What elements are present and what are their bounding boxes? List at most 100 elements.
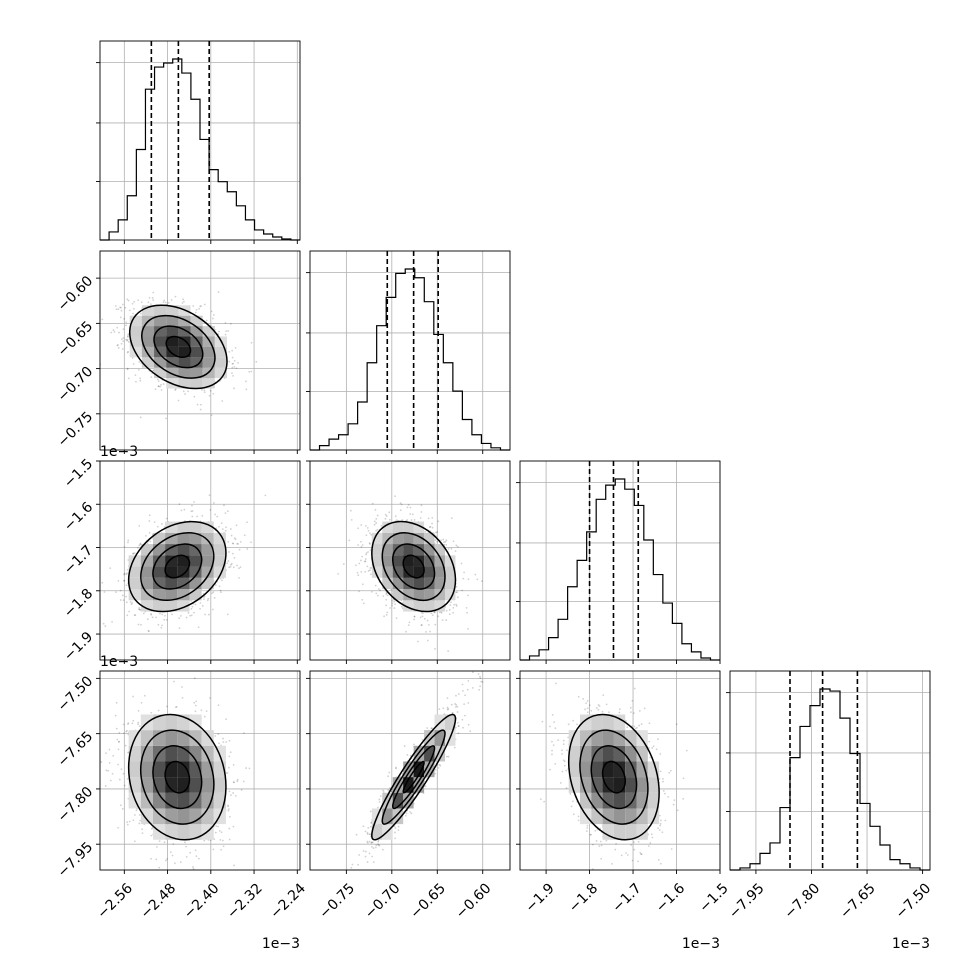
scatter-point [122,328,125,331]
scatter-point [156,378,159,381]
scatter-point [122,337,125,339]
contour-level-1 [152,543,203,590]
scatter-point [148,531,151,534]
scatter-point [428,623,430,626]
scatter-point [126,778,129,780]
scatter-point [394,603,396,605]
scatter-point [203,598,205,601]
scatter-point [230,562,233,565]
scatter-point [171,854,174,857]
scatter-point [354,564,357,567]
scatter-point [376,514,379,517]
scatter-point [376,528,379,531]
scatter-point [201,604,204,607]
contour-level-0 [164,554,191,579]
scatter-point [132,363,135,365]
scatter-point [209,697,211,699]
scatter-point [152,299,155,302]
scatter-point [218,585,221,588]
scatter-panel-3-0 [99,670,301,871]
density-cell [129,326,142,337]
scatter-point [119,316,122,319]
scatter-point [374,584,377,587]
scatter-point [210,414,213,417]
scatter-point [190,608,193,610]
density-cell [202,357,215,368]
scatter-point [126,298,129,301]
scatter-point [250,541,252,544]
histogram-step [100,58,300,241]
scatter-point [385,598,388,601]
scatter-point [448,613,451,616]
axes-frame [729,670,931,871]
scatter-point [149,303,152,306]
scatter-point [127,539,130,542]
scatter-point [362,602,365,605]
density-cell [190,378,203,389]
scatter-point [124,306,127,309]
scatter-point [358,562,361,565]
scatter-point [150,376,153,379]
scatter-point [221,579,223,582]
scatter-point [226,510,229,513]
scatter-point [382,595,385,597]
scatter-point [140,312,142,315]
scatter-point [342,563,345,566]
scatter-point [195,308,198,311]
scatter-point [181,302,184,304]
scatter-point [220,848,223,851]
scatter-point [174,295,177,298]
density-cell [403,589,414,601]
density-cell [154,305,167,316]
density-cell [201,566,214,578]
density-cell [190,367,203,379]
scatter-point [221,528,224,531]
scatter-point [120,306,122,309]
scatter-point [370,533,373,536]
scatter-point [135,380,137,383]
scatter-point [199,403,202,406]
scatter-point [361,555,364,558]
density-cell [213,566,226,578]
density-cell [166,357,179,368]
scatter-point [101,318,104,321]
scatter-point [148,297,151,299]
density-cell [140,577,153,590]
scatter-point [205,319,208,322]
scatter-point [245,388,248,391]
scatter-point [217,291,220,293]
scatter-point [385,604,387,607]
scatter-point [445,619,448,621]
density-cell [371,544,383,556]
scatter-point [127,333,130,336]
scatter-point [126,339,129,342]
scatter-point [440,611,443,614]
scatter-point [244,380,247,383]
scatter-point [136,546,139,549]
density-cell [424,544,435,556]
scatter-point [198,307,201,310]
scatter-point [157,385,160,388]
density-cell [190,346,203,358]
scatter-point [224,529,227,532]
density-cell [413,600,425,612]
scatter-point [419,616,422,619]
scatter-point [375,518,378,520]
scatter-point [145,534,147,537]
scatter-point [375,529,378,532]
density-cell [403,577,414,590]
scatter-point [453,603,456,606]
scatter-point [126,572,128,575]
scatter-point [147,629,150,632]
scatter-point [394,515,397,518]
scatter-point [452,606,455,609]
density-cell [445,566,456,578]
scatter-point [406,506,409,509]
scatter-point [159,612,161,615]
scatter-point [364,525,367,527]
density-cell [165,566,178,578]
scatter-point [139,543,142,546]
scatter-point [379,589,381,592]
density-cell [178,357,191,368]
scatter-point [111,621,113,623]
